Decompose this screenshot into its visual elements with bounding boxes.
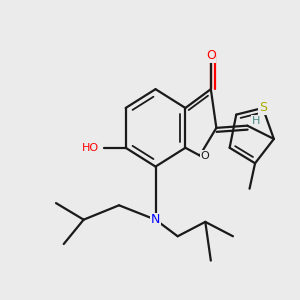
Text: HO: HO [82,143,99,153]
Text: O: O [200,151,209,160]
Text: N: N [151,213,160,226]
Text: S: S [259,101,267,115]
Text: O: O [206,50,216,62]
Text: H: H [251,116,260,126]
